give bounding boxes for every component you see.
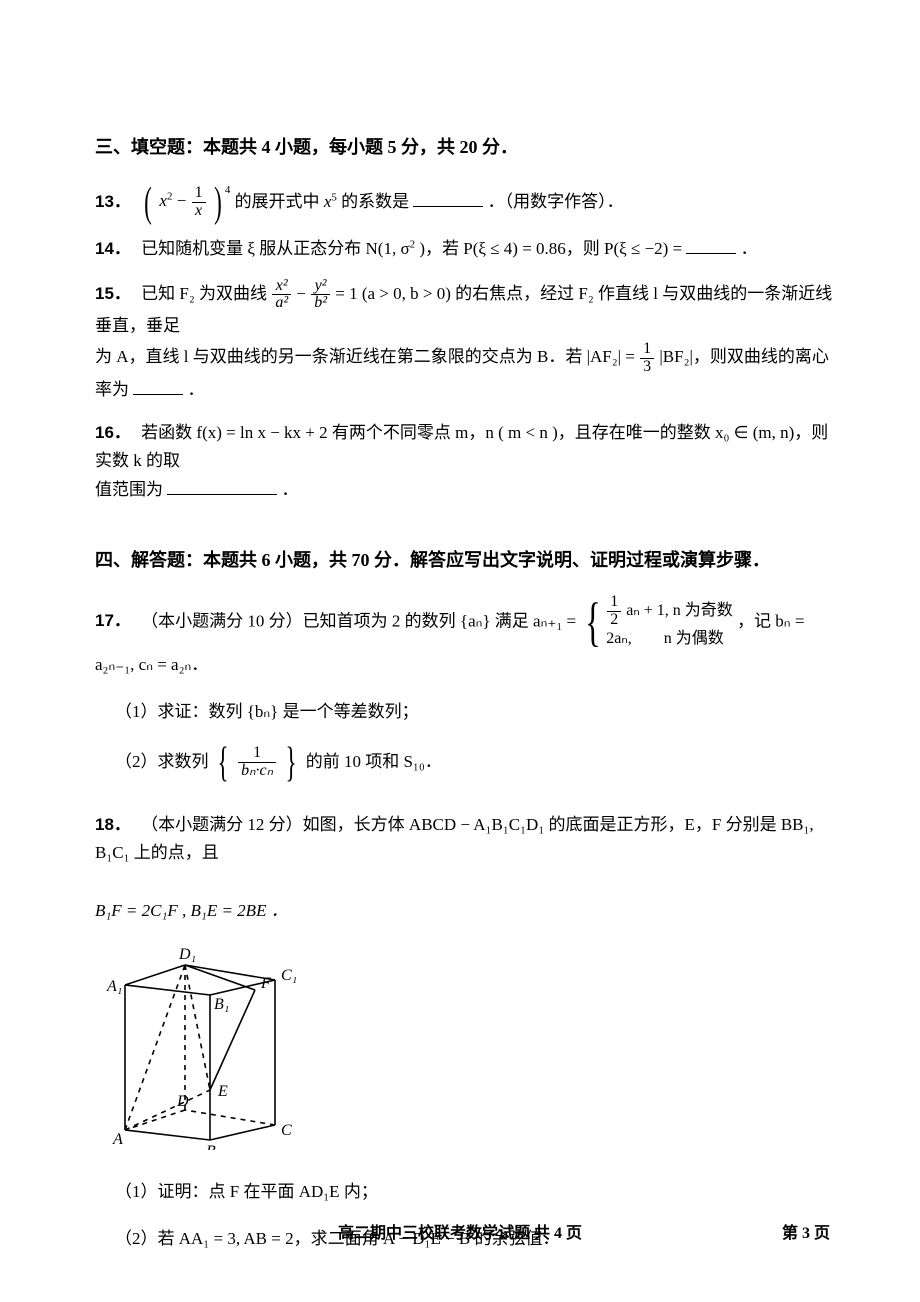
svg-text:D₁: D₁ — [178, 946, 196, 963]
rparen-icon: ) — [214, 185, 222, 221]
q17-s2num: 1 — [238, 745, 276, 763]
q15-a: 已知 F₂ 为双曲线 — [141, 284, 271, 303]
q18-line2: B₁F = 2C₁F , B₁E = 2BE ． — [95, 901, 288, 920]
q14-blank — [686, 236, 736, 254]
q15-frac1: x² a² — [272, 278, 291, 313]
q18-lead: （本小题满分 12 分）如图，长方体 ABCD − A₁B₁C₁D₁ 的底面是正… — [95, 815, 814, 863]
question-13: 13． ( x2 − 1x )4 的展开式中 x5 的系数是 ．（用数字作答）． — [95, 181, 840, 221]
q14-number: 14． — [95, 239, 131, 258]
q17-sub2b: 的前 10 项和 S₁₀． — [306, 751, 442, 770]
q17-case-body: 1 2 aₙ + 1, n 为奇数 2aₙ, n 为偶数 — [606, 594, 733, 651]
q13-x5sup: 5 — [331, 191, 337, 203]
q14-tail: ． — [741, 239, 758, 258]
q15-frac2: y² b² — [311, 278, 330, 313]
q18-number: 18． — [95, 815, 131, 834]
q15-num3: 1 — [640, 341, 654, 359]
q17-lead: （本小题满分 10 分）已知首项为 2 的数列 {aₙ} 满足 aₙ₊₁ = — [141, 611, 580, 630]
question-14: 14． 已知随机变量 ξ 服从正态分布 N(1, σ2 )，若 P(ξ ≤ 4)… — [95, 235, 840, 264]
q15-den2: b² — [311, 295, 330, 312]
q17-case1: aₙ + 1, n 为奇数 — [626, 602, 733, 619]
q17-case2: 2aₙ, n 为偶数 — [606, 630, 723, 647]
section-4-title: 四、解答题：本题共 6 小题，共 70 分．解答应写出文字说明、证明过程或演算步… — [95, 545, 840, 576]
q16-number: 16． — [95, 423, 131, 442]
q13-tail: ．（用数字作答）． — [488, 192, 624, 211]
question-17: 17． （本小题满分 10 分）已知首项为 2 的数列 {aₙ} 满足 aₙ₊₁… — [95, 594, 840, 781]
cube-diagram: A B C D A₁ B₁ C₁ D₁ E F — [105, 940, 840, 1160]
svg-text:C₁: C₁ — [281, 967, 297, 984]
q15-number: 15． — [95, 284, 131, 303]
q17-sub2: （2）求数列 { 1 bₙ·cₙ } 的前 10 项和 S₁₀． — [115, 745, 840, 781]
q15-num1: x² — [272, 278, 291, 296]
q14-sq: 2 — [410, 238, 416, 250]
lbrace-icon: { — [586, 595, 602, 649]
lbrace2-icon: { — [217, 745, 228, 781]
svg-text:A: A — [112, 1131, 123, 1148]
q15-tail: ． — [188, 380, 205, 399]
q15-minus: − — [296, 284, 310, 303]
q13-mid2: 的系数是 — [341, 192, 409, 211]
svg-text:F: F — [260, 975, 271, 992]
svg-text:D: D — [176, 1093, 189, 1110]
q13-power: 4 — [225, 184, 231, 196]
q17-c1num: 1 — [607, 594, 621, 612]
page-number: 第 3 页 — [782, 1220, 830, 1247]
q13-expr: x2 − 1x — [159, 185, 206, 220]
q15-den3: 3 — [640, 359, 654, 376]
svg-text:A₁: A₁ — [106, 978, 122, 995]
q13-blank — [413, 189, 483, 207]
question-18: 18． （本小题满分 12 分）如图，长方体 ABCD − A₁B₁C₁D₁ 的… — [95, 811, 840, 1254]
svg-text:B₁: B₁ — [214, 996, 229, 1013]
question-16: 16． 若函数 f(x) = ln x − kx + 2 有两个不同零点 m，n… — [95, 419, 840, 506]
q16-blank — [167, 477, 277, 495]
svg-text:E: E — [217, 1083, 228, 1100]
q17-number: 17． — [95, 611, 131, 630]
lparen-icon: ( — [144, 185, 152, 221]
svg-text:C: C — [281, 1122, 292, 1139]
q17-sub2-frac: 1 bₙ·cₙ — [238, 745, 276, 780]
q17-c1den: 2 — [607, 612, 621, 629]
svg-text:B: B — [206, 1143, 216, 1150]
q17-sub1: （1）求证：数列 {bₙ} 是一个等差数列； — [115, 698, 840, 727]
q14-b: )，若 P(ξ ≤ 4) = 0.86，则 P(ξ ≤ −2) = — [419, 239, 686, 258]
q15-blank — [133, 377, 183, 395]
section-3-title: 三、填空题：本题共 4 小题，每小题 5 分，共 20 分． — [95, 132, 840, 163]
q18-sub1: （1）证明：点 F 在平面 AD₁E 内； — [115, 1178, 840, 1207]
q17-s2den: bₙ·cₙ — [238, 763, 276, 780]
exam-page: 三、填空题：本题共 4 小题，每小题 5 分，共 20 分． 13． ( x2 … — [0, 0, 920, 1302]
rbrace2-icon: } — [286, 745, 297, 781]
q16-line2: 值范围为 — [95, 480, 163, 499]
q13-mid1: 的展开式中 — [235, 192, 324, 211]
q17-sub2a: （2）求数列 — [115, 751, 213, 770]
q13-number: 13． — [95, 192, 131, 211]
q15-frac3: 1 3 — [640, 341, 654, 376]
q17-cases: { 1 2 aₙ + 1, n 为奇数 2aₙ, n 为偶数 — [580, 594, 732, 651]
q15-num2: y² — [311, 278, 330, 296]
q15-den1: a² — [272, 295, 291, 312]
question-15: 15． 已知 F₂ 为双曲线 x² a² − y² b² = 1 (a > 0,… — [95, 278, 840, 405]
q16-tail: ． — [282, 480, 299, 499]
q15-line2a: 为 A，直线 l 与双曲线的另一条渐近线在第二象限的交点为 B．若 |AF₂| … — [95, 347, 639, 366]
q14-a: 已知随机变量 ξ 服从正态分布 N(1, σ — [141, 239, 409, 258]
q16-a: 若函数 f(x) = ln x − kx + 2 有两个不同零点 m，n ( m… — [95, 423, 828, 471]
